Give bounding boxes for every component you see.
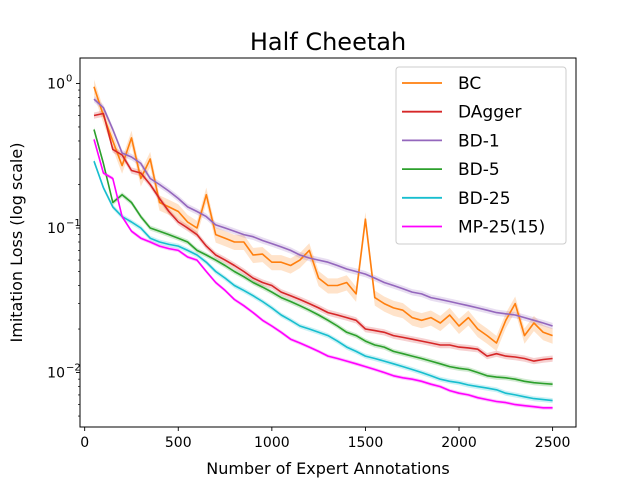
series-lines: [93, 86, 553, 409]
x-tick-label: 0: [80, 435, 89, 451]
series-line-2: [93, 98, 553, 327]
series-line-0: [93, 86, 553, 344]
legend-label: DAgger: [458, 103, 521, 123]
legend: BC DAgger BD-1 BD-5 BD-25 MP-25(15): [395, 66, 567, 245]
chart-title: Half Cheetah: [250, 28, 406, 56]
x-tick-label: 1500: [348, 435, 384, 451]
band-0: [94, 79, 553, 352]
x-tick-label: 2500: [535, 435, 571, 451]
confidence-bands: [94, 79, 553, 410]
y-tick-exponent: 0: [66, 73, 72, 84]
series-line-1: [93, 112, 553, 362]
y-tick-label: 10: [47, 366, 65, 382]
series-line-4: [93, 160, 553, 402]
legend-label: BD-25: [458, 189, 511, 209]
y-axis-label: Imitation Loss (log scale): [7, 143, 26, 343]
plot-frame: [79, 57, 577, 428]
y-tick-exponent: −1: [66, 218, 81, 229]
band-5: [94, 137, 553, 410]
x-tick-label: 500: [165, 435, 192, 451]
y-tick-exponent: −2: [66, 363, 81, 374]
x-tick-label: 1000: [254, 435, 290, 451]
legend-label: BD-1: [458, 131, 500, 151]
y-tick-label: 10: [47, 221, 65, 237]
series-line-3: [93, 129, 553, 385]
x-tick-label: 2000: [441, 435, 477, 451]
legend-label: BC: [458, 74, 481, 94]
series-line-5: [93, 139, 553, 409]
x-axis: 0 500 1000 1500 2000 2500: [80, 427, 570, 451]
legend-label: BD-5: [458, 160, 500, 180]
legend-label: MP-25(15): [458, 218, 545, 238]
y-tick-label: 10: [47, 76, 65, 92]
x-axis-label: Number of Expert Annotations: [206, 459, 449, 478]
